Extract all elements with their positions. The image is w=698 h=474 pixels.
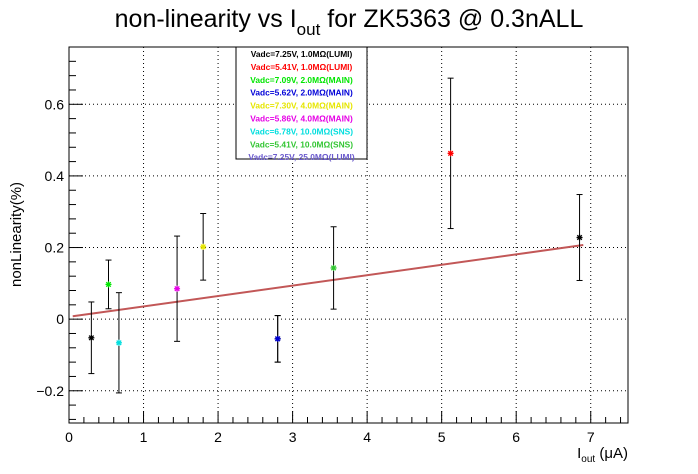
legend-entry: Vadc=6.78V, 10.0MΩ(SNS) — [250, 126, 353, 136]
x-tick-label: 3 — [289, 429, 297, 445]
x-tick-label: 7 — [587, 429, 595, 445]
data-point — [88, 301, 95, 375]
chart-title-sub: out — [297, 20, 321, 39]
x-axis-label-main: I — [577, 445, 581, 462]
y-tick-label: 0.4 — [45, 168, 65, 184]
chart-title-main: non-linearity vs I — [115, 5, 297, 33]
legend: Vadc=7.25V, 1.0MΩ(LUMI) Vadc=5.41V, 1.0MΩ… — [235, 46, 368, 162]
y-tick-label: 0.2 — [45, 240, 65, 256]
fit-line-group — [72, 244, 584, 318]
point-marker — [274, 336, 281, 342]
data-point — [174, 235, 181, 342]
data-point — [105, 259, 112, 310]
point-marker — [330, 265, 337, 271]
data-point — [576, 194, 583, 281]
x-tick-label: 6 — [512, 429, 520, 445]
legend-entry: Vadc=7.25V, 25.0MΩ(LUMI) — [248, 152, 354, 162]
data-points — [88, 77, 583, 394]
legend-entry: Vadc=7.09V, 2.0MΩ(MAIN) — [250, 75, 353, 85]
legend-entry: Vadc=5.41V, 1.0MΩ(LUMI) — [251, 62, 353, 72]
data-point — [274, 315, 281, 363]
legend-entry: Vadc=5.86V, 4.0MΩ(MAIN) — [250, 114, 353, 124]
x-tick-label: 0 — [65, 429, 73, 445]
point-marker — [116, 340, 122, 346]
legend-box — [235, 46, 368, 160]
x-axis-label: Iout (μA) — [577, 445, 628, 465]
legend-entry: Vadc=7.30V, 4.0MΩ(MAIN) — [250, 101, 353, 111]
x-tick-label: 2 — [214, 429, 222, 445]
legend-entry: Vadc=5.62V, 2.0MΩ(MAIN) — [250, 88, 353, 98]
legend-entry: Vadc=5.41V, 10.0MΩ(SNS) — [250, 139, 353, 149]
legend-entry: Vadc=7.25V, 1.0MΩ(LUMI) — [251, 49, 353, 59]
point-marker — [105, 281, 112, 288]
data-point — [330, 226, 337, 310]
y-axis-label: nonLinearity(%) — [8, 182, 25, 287]
x-axis-label-rest: (μA) — [595, 445, 628, 462]
data-point — [200, 213, 207, 281]
y-tick-label: 0 — [56, 311, 64, 327]
point-marker — [576, 234, 583, 241]
axes: 0 1 2 3 4 5 6 7 −0.2 0 0.2 0.4 0.6 — [36, 46, 622, 445]
x-tick-label: 1 — [140, 429, 148, 445]
y-tick-label: 0.6 — [45, 96, 65, 112]
point-marker — [88, 335, 95, 341]
chart-title: non-linearity vs Iout for ZK5363 @ 0.3nA… — [115, 5, 584, 39]
data-point — [115, 292, 122, 394]
y-tick-label: −0.2 — [36, 383, 64, 399]
fit-line — [72, 244, 584, 318]
x-tick-label: 5 — [438, 429, 446, 445]
x-axis-label-sub: out — [581, 454, 595, 465]
point-marker — [447, 150, 454, 157]
chart-title-rest: for ZK5363 @ 0.3nALL — [320, 5, 583, 33]
point-marker — [174, 286, 180, 292]
point-marker — [200, 244, 206, 250]
data-point — [447, 77, 454, 230]
x-tick-label: 4 — [363, 429, 371, 445]
grid-lines — [69, 47, 628, 423]
